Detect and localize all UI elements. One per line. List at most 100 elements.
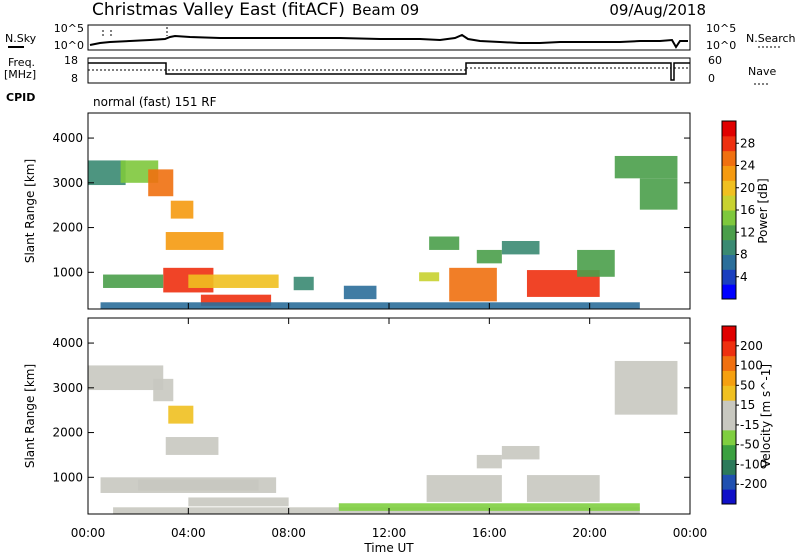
velocity-ytick-label: 4000 [52,336,83,350]
power-patch [501,240,540,255]
velocity-patch [476,454,502,469]
power-patch [639,178,678,210]
velocity-colorbar-segment [722,355,736,371]
power-patch [165,232,224,250]
velocity-colorbar-segment [722,400,736,416]
velocity-colorbar-segment [722,326,736,342]
velocity-colorbar-tick-label: -50 [740,438,760,452]
velocity-colorbar-segment [722,340,736,357]
nave-tick-top: 60 [708,54,722,67]
power-patch [188,274,279,288]
power-colorbar-segment [722,269,736,285]
power-patch [429,236,460,250]
power-ytick-label: 1000 [52,265,83,279]
power-colorbar-segment [722,254,736,270]
velocity-patch [526,475,600,502]
time-axis-label: Time UT [363,541,414,554]
power-patch [293,276,314,291]
time-axis: 00:00 04:00 08:00 12:00 16:00 20:00 00:00 [71,303,708,540]
noise-tick-left-top: 10^5 [54,22,84,35]
velocity-patch [614,360,678,415]
power-colorbar-segment [722,165,736,181]
time-tick-label: 08:00 [271,526,306,540]
power-patch [88,160,126,186]
power-colorbar: 28 24 20 16 12 8 4 [721,120,755,300]
noise-panel: N.Sky 10^5 10^0 10^5 10^0 N.Search [5,22,796,52]
velocity-colorbar-segment [722,474,736,490]
velocity-colorbar-segment [722,370,736,386]
velocity-panel: 1000 2000 3000 4000 Slant Range [km] 200 100… [23,317,773,515]
power-ytick-label: 3000 [52,176,83,190]
power-colorbar-segment [722,180,736,196]
power-colorbar-segment [722,224,736,241]
velocity-colorbar: 200 100 50 15 -15 -50 -100 -200 [721,325,767,505]
power-colorbar-tick-label: 24 [740,159,755,173]
cpid-label: CPID [6,91,35,104]
power-patch [148,169,174,197]
time-tick-label: 16:00 [472,526,507,540]
freq-unit: [MHz] [4,68,36,81]
noise-sky-trace [89,33,688,49]
power-colorbar-tick-label: 28 [740,136,755,150]
freq-tick-top: 18 [64,54,78,67]
velocity-colorbar-tick-label: 100 [740,359,763,373]
velocity-patches [88,360,678,514]
cpid-value: normal (fast) 151 RF [93,95,217,109]
noise-panel-frame [87,24,691,51]
power-patch [200,294,272,306]
power-colorbar-segment [722,195,736,211]
power-colorbar-segment [722,210,736,226]
freq-label: Freq. [8,56,35,69]
velocity-colorbar-tick-label: 15 [740,398,755,412]
velocity-patch [188,497,289,507]
date-label: 09/Aug/2018 [609,1,706,19]
nsearch-label: N.Search [746,32,796,45]
noise-tick-left-bottom: 10^0 [54,39,84,52]
time-tick-label: 00:00 [71,526,106,540]
velocity-ytick-label: 3000 [52,381,83,395]
power-patch [419,272,440,282]
velocity-yticks: 1000 2000 3000 4000 [52,336,690,484]
nave-trace [88,67,690,81]
velocity-patch [88,365,164,391]
power-patch [614,155,678,179]
velocity-colorbar-frame [721,325,737,505]
power-patch [100,302,640,309]
power-colorbar-segment [722,135,736,152]
power-colorbar-segment [722,239,736,255]
nave-label: Nave [748,65,776,78]
nave-tick-bottom: 0 [708,72,715,85]
power-colorbar-tick-label: 16 [740,203,755,217]
beam-label: Beam 09 [352,1,419,19]
velocity-colorbar-segment [722,459,736,475]
velocity-colorbar-tick-label: -15 [740,418,760,432]
power-patch [103,274,164,288]
power-colorbar-tick-label: 4 [740,270,748,284]
velocity-colorbar-segment [722,385,736,401]
freq-tick-bottom: 8 [71,72,78,85]
power-patch [343,285,377,300]
velocity-patch [426,475,502,502]
power-colorbar-tick-label: 12 [740,225,755,239]
velocity-patch [168,405,194,424]
power-yticks: 1000 2000 3000 4000 [52,131,690,279]
frequency-trace [88,62,690,81]
power-ylabel: Slant Range [km] [23,159,37,263]
velocity-patch [138,479,259,491]
power-ytick-label: 4000 [52,131,83,145]
velocity-colorbar-tick-label: -200 [740,477,767,491]
velocity-colorbar-tick-label: -100 [740,457,767,471]
power-patch [170,200,194,219]
power-colorbar-label: Power [dB] [756,178,770,243]
time-tick-label: 00:00 [673,526,708,540]
velocity-patch [501,445,540,460]
velocity-ytick-label: 1000 [52,470,83,484]
power-colorbar-tick-label: 20 [740,181,755,195]
time-tick-label: 12:00 [372,526,407,540]
velocity-colorbar-segment [722,415,736,431]
velocity-ylabel: Slant Range [km] [23,364,37,468]
station-title: Christmas Valley East (fitACF) [92,0,345,20]
velocity-colorbar-tick-label: 200 [740,339,763,353]
velocity-patch [153,378,174,402]
